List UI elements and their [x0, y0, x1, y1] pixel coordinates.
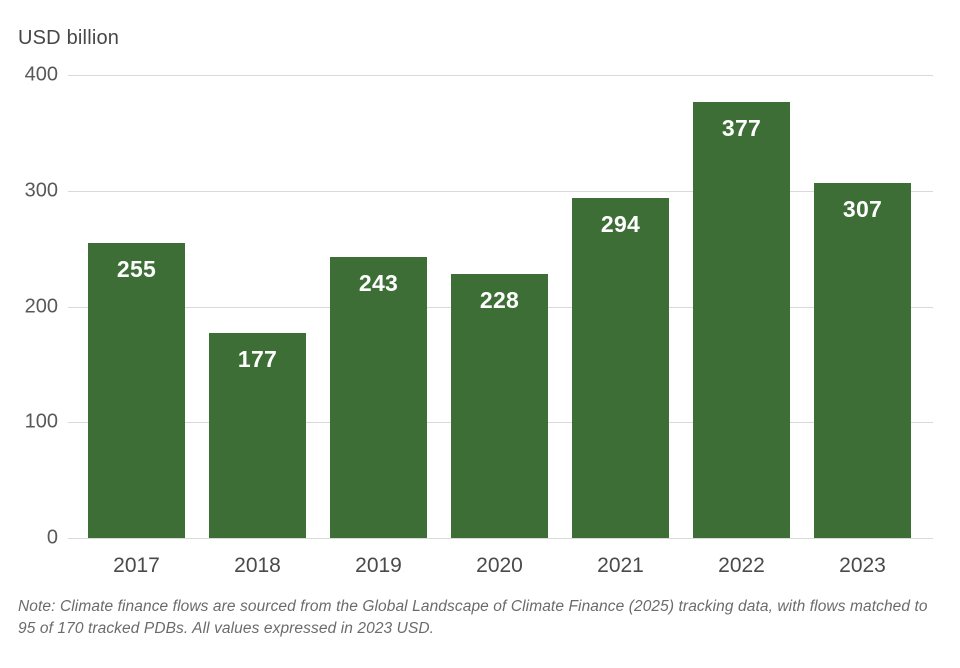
source-note: Note: Climate finance flows are sourced … [18, 598, 928, 637]
bar-2021: 294 [572, 197, 669, 538]
bar-column-2022: 377 [681, 75, 802, 538]
bar-column-2019: 243 [318, 75, 439, 538]
x-tick-label-2021: 2021 [597, 554, 644, 577]
y-tick-label-300: 300 [24, 179, 58, 202]
plot-area: 0 100 200 300 400 255 177 243 228 294 377 307 [25, 64, 933, 549]
gridline-0 [68, 538, 933, 539]
x-tick-label-2022: 2022 [718, 554, 765, 577]
y-tick-label-200: 200 [24, 295, 58, 317]
bars-container: 255 177 243 228 294 377 307 [68, 75, 933, 538]
gridline-400 [68, 75, 933, 76]
bar-2023: 307 [814, 182, 911, 538]
x-tick-label-2023: 2023 [839, 554, 886, 577]
bar-value-label-2023: 307 [842, 195, 883, 222]
bar-value-label-2021: 294 [600, 210, 641, 237]
y-tick-label-100: 100 [24, 410, 58, 433]
bar-value-label-2020: 228 [479, 287, 520, 314]
bar-value-label-2019: 243 [358, 269, 399, 296]
y-tick-label-0: 0 [46, 526, 58, 549]
bar-value-label-2018: 177 [237, 346, 278, 373]
x-tick-label-2017: 2017 [113, 554, 160, 577]
bar-column-2020: 228 [439, 75, 560, 538]
x-axis-labels: 2017 2018 2019 2020 2021 2022 2023 [68, 546, 933, 578]
bar-value-label-2017: 255 [116, 255, 157, 282]
bar-column-2021: 294 [560, 75, 681, 538]
bar-value-label-2022: 377 [721, 114, 762, 141]
bar-2018: 177 [209, 333, 306, 538]
bar-2022: 377 [693, 101, 790, 538]
x-tick-label-2018: 2018 [234, 554, 281, 577]
bar-2017: 255 [88, 242, 185, 538]
bar-column-2017: 255 [76, 75, 197, 538]
bar-column-2018: 177 [197, 75, 318, 538]
x-tick-label-2020: 2020 [476, 554, 523, 577]
bar-2020: 228 [451, 274, 548, 538]
chart-title: USD billion [18, 27, 120, 49]
bar-2019: 243 [330, 256, 427, 538]
bar-column-2023: 307 [802, 75, 923, 538]
gridline-300 [68, 190, 933, 192]
x-tick-label-2019: 2019 [355, 554, 402, 577]
y-tick-label-400: 400 [24, 63, 58, 86]
